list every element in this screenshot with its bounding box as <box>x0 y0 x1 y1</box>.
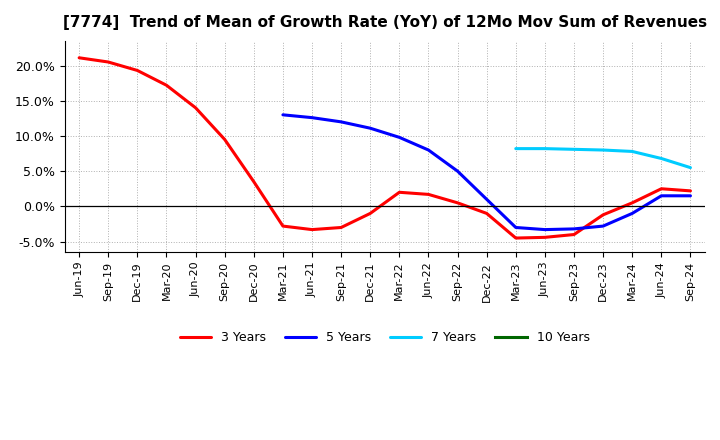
3 Years <box>628 200 636 205</box>
7 Years <box>599 147 608 153</box>
3 Years <box>482 211 491 216</box>
5 Years <box>424 147 433 153</box>
7 Years <box>628 149 636 154</box>
7 Years <box>657 156 666 161</box>
3 Years <box>541 235 549 240</box>
3 Years <box>220 137 229 142</box>
5 Years <box>482 197 491 202</box>
5 Years <box>454 169 462 174</box>
3 Years <box>104 59 112 65</box>
3 Years <box>307 227 316 232</box>
5 Years <box>511 225 520 230</box>
3 Years <box>366 211 374 216</box>
Line: 7 Years: 7 Years <box>516 149 690 168</box>
5 Years <box>657 193 666 198</box>
5 Years <box>686 193 695 198</box>
Line: 3 Years: 3 Years <box>79 58 690 238</box>
5 Years <box>395 135 404 140</box>
5 Years <box>541 227 549 232</box>
3 Years <box>424 192 433 197</box>
3 Years <box>511 235 520 241</box>
3 Years <box>395 190 404 195</box>
3 Years <box>657 186 666 191</box>
3 Years <box>133 68 142 73</box>
5 Years <box>279 112 287 117</box>
Title: [7774]  Trend of Mean of Growth Rate (YoY) of 12Mo Mov Sum of Revenues: [7774] Trend of Mean of Growth Rate (YoY… <box>63 15 707 30</box>
7 Years <box>686 165 695 170</box>
5 Years <box>366 125 374 131</box>
5 Years <box>307 115 316 120</box>
3 Years <box>686 188 695 194</box>
5 Years <box>599 224 608 229</box>
3 Years <box>250 179 258 184</box>
Legend: 3 Years, 5 Years, 7 Years, 10 Years: 3 Years, 5 Years, 7 Years, 10 Years <box>175 326 595 349</box>
3 Years <box>454 200 462 205</box>
3 Years <box>337 225 346 230</box>
7 Years <box>541 146 549 151</box>
3 Years <box>279 224 287 229</box>
3 Years <box>570 232 578 237</box>
3 Years <box>75 55 84 60</box>
3 Years <box>162 83 171 88</box>
Line: 5 Years: 5 Years <box>283 115 690 230</box>
5 Years <box>570 226 578 231</box>
7 Years <box>570 147 578 152</box>
5 Years <box>628 211 636 216</box>
5 Years <box>337 119 346 125</box>
7 Years <box>511 146 520 151</box>
3 Years <box>599 212 608 217</box>
3 Years <box>192 105 200 110</box>
